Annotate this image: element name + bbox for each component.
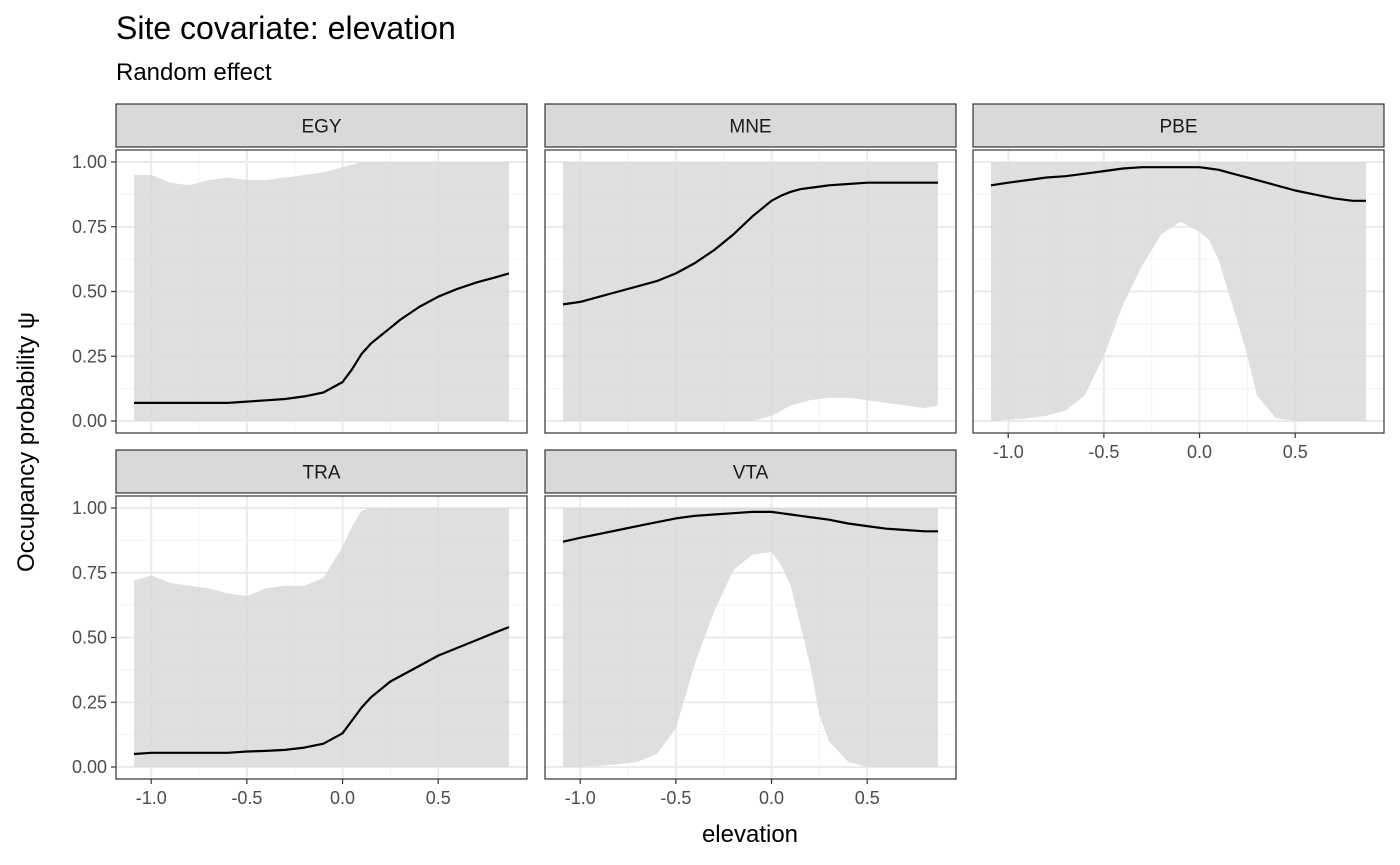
- y-tick-label-tra-4: 1.00: [72, 498, 107, 518]
- strip-label-pbe: PBE: [1159, 117, 1197, 138]
- strip-tra: [115, 449, 528, 494]
- panel-mne: MNE: [544, 103, 957, 434]
- y-tick-label-tra-2: 0.50: [72, 628, 107, 648]
- ribbon-pbe: [991, 162, 1366, 421]
- x-tick-label-pbe-2: 0.0: [1187, 442, 1212, 462]
- x-tick-label-pbe-3: 0.5: [1283, 442, 1308, 462]
- ribbon-tra: [134, 508, 509, 767]
- x-tick-label-vta-2: 0.0: [759, 788, 784, 808]
- strip-egy: [115, 103, 528, 148]
- x-axis-title: elevation: [702, 821, 798, 848]
- strip-label-vta: VTA: [733, 463, 769, 484]
- strip-mne: [544, 103, 957, 148]
- mean-line-tra: [133, 626, 510, 756]
- panel-vta: VTA -1.0 -0.5 0.0 0.5: [544, 449, 957, 808]
- y-tick-label-egy-1: 0.25: [72, 346, 107, 366]
- y-tick-label-tra-0: 0.00: [72, 757, 107, 777]
- y-tick-label-tra-1: 0.25: [72, 692, 107, 712]
- panel-tra: TRA 0.00 0.25 0.50 0.75 1.00 -1.0 -0.5 0.0 0.5: [72, 449, 528, 808]
- facet-panels: EGY 0.00 0.25 0.50 0.75 1.00 MNE PBE -1.0 -0.5 0.0…: [72, 103, 1385, 808]
- panel-border-pbe: [972, 149, 1385, 434]
- strip-pbe: [972, 103, 1385, 148]
- strip-label-egy: EGY: [301, 117, 341, 138]
- x-tick-label-tra-2: 0.0: [330, 788, 355, 808]
- y-tick-label-tra-3: 0.75: [72, 563, 107, 583]
- x-tick-label-pbe-1: -0.5: [1088, 442, 1119, 462]
- ribbon-mne: [563, 162, 938, 421]
- ribbon-vta: [563, 508, 938, 767]
- x-tick-label-pbe-0: -1.0: [993, 442, 1024, 462]
- x-tick-label-tra-3: 0.5: [426, 788, 451, 808]
- mean-line-vta: [562, 510, 938, 543]
- y-tick-label-egy-3: 0.75: [72, 217, 107, 237]
- mean-line-mne: [562, 181, 938, 306]
- chart-title: Site covariate: elevation: [116, 10, 456, 46]
- strip-label-tra: TRA: [303, 463, 341, 484]
- y-tick-label-egy-2: 0.50: [72, 282, 107, 302]
- x-tick-label-tra-1: -0.5: [231, 788, 262, 808]
- x-tick-label-tra-0: -1.0: [136, 788, 167, 808]
- x-tick-label-vta-0: -1.0: [565, 788, 596, 808]
- mean-line-egy: [134, 272, 510, 404]
- panel-pbe: PBE -1.0 -0.5 0.0 0.5: [972, 103, 1385, 462]
- y-tick-label-egy-4: 1.00: [72, 152, 107, 172]
- strip-vta: [544, 449, 957, 494]
- panel-border-mne: [544, 149, 957, 434]
- ribbon-egy: [134, 162, 509, 421]
- x-tick-label-vta-3: 0.5: [855, 788, 880, 808]
- panel-egy: EGY 0.00 0.25 0.50 0.75 1.00: [72, 103, 528, 434]
- y-tick-label-egy-0: 0.00: [72, 411, 107, 431]
- y-axis-title: Occupancy probability ψ: [13, 312, 40, 572]
- mean-line-pbe: [990, 166, 1366, 202]
- panel-border-vta: [544, 495, 957, 780]
- chart-subtitle: Random effect: [116, 59, 272, 86]
- x-tick-label-vta-1: -0.5: [660, 788, 691, 808]
- strip-label-mne: MNE: [729, 117, 771, 138]
